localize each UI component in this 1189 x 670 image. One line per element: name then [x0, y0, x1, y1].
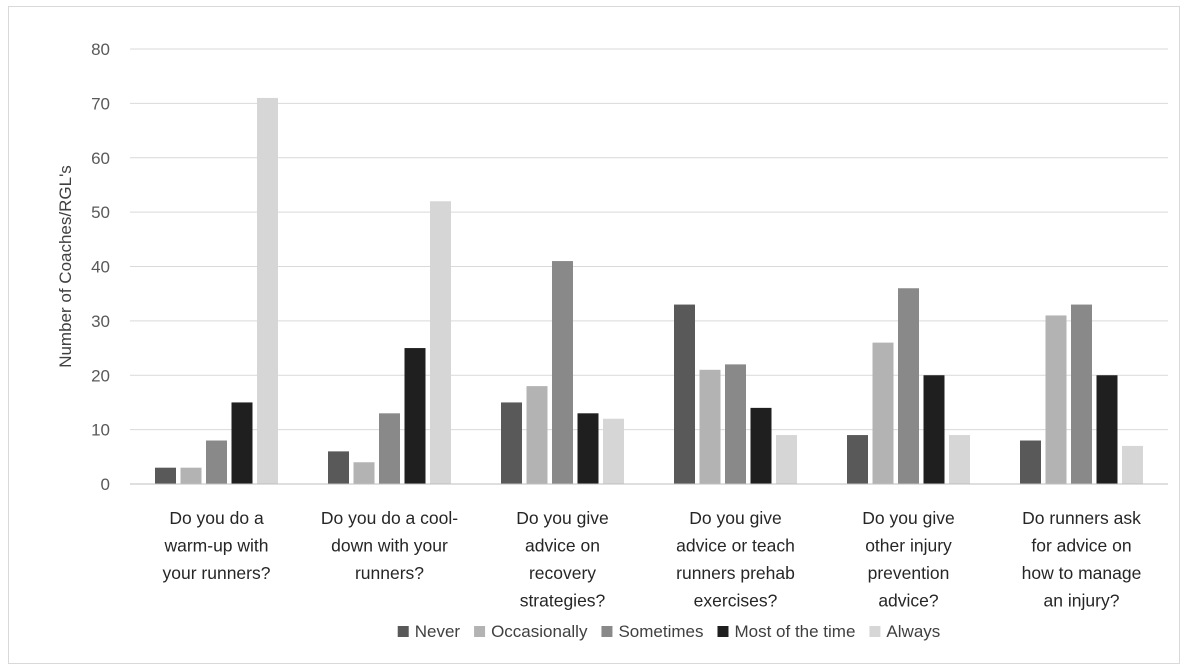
category-label-line: Do runners ask: [1022, 508, 1141, 528]
category-label-line: advice on: [525, 536, 600, 556]
category-label-line: how to manage: [1022, 563, 1142, 583]
category-label-line: Do you do a: [169, 508, 264, 528]
bar-sometimes-0: [206, 440, 227, 484]
chart-frame: [8, 6, 1180, 664]
category-label-line: runners?: [355, 563, 424, 583]
bar-occasionally-0: [180, 467, 202, 484]
bar-occasionally-3: [699, 369, 721, 484]
category-label-line: recovery: [529, 563, 596, 583]
legend-swatch-most-of-the-time: [717, 626, 729, 637]
category-labels: Do you do a warm-up with your runners?Do y…: [163, 508, 1142, 611]
legend-label-most-of-the-time: Most of the time: [734, 622, 855, 641]
category-label-line: Do you give: [862, 508, 954, 528]
legend-swatch-always: [869, 626, 881, 637]
bar-sometimes-5: [1071, 304, 1092, 484]
category-label-line: an injury?: [1044, 591, 1120, 611]
y-tick-label: 20: [91, 366, 110, 385]
category-label-line: advice or teach: [676, 536, 795, 556]
legend: Never Occasionally Sometimes Most of the ti…: [397, 622, 940, 641]
y-tick-label: 40: [91, 258, 110, 277]
legend-label-always: Always: [886, 622, 940, 641]
y-axis-ticks: 0 10 20 30 40 50 60 70 80: [91, 40, 110, 494]
category-label: Do runners ask for advice on how to manage…: [1022, 508, 1142, 611]
bar-always-4: [949, 435, 970, 484]
bar-most-of-the-time-5: [1096, 375, 1118, 484]
category-label-line: exercises?: [694, 591, 778, 611]
bar-always-5: [1122, 445, 1143, 484]
y-tick-label: 70: [91, 94, 110, 113]
legend-swatch-never: [397, 626, 409, 637]
bar-never-0: [155, 467, 176, 484]
category-label: Do you do a warm-up with your runners?: [163, 508, 271, 583]
y-tick-label: 10: [91, 421, 110, 440]
y-tick-label: 50: [91, 203, 110, 222]
y-tick-label: 30: [91, 312, 110, 331]
category-label-line: your runners?: [163, 563, 271, 583]
category-label: Do you give advice or teach runners prehab…: [676, 508, 795, 611]
category-label-line: other injury: [865, 536, 952, 556]
category-label-line: strategies?: [520, 591, 606, 611]
category-label-line: advice?: [878, 591, 939, 611]
bar-occasionally-2: [526, 386, 548, 484]
bar-never-2: [501, 402, 522, 484]
category-label-line: warm-up with: [163, 536, 268, 556]
category-label: Do you give other injury prevention advice?: [862, 508, 954, 611]
category-label-line: Do you do a cool-: [321, 508, 458, 528]
bar-never-1: [328, 451, 349, 484]
bar-never-3: [674, 304, 695, 484]
bar-most-of-the-time-4: [923, 375, 945, 484]
legend-swatch-occasionally: [474, 626, 486, 637]
bar-most-of-the-time-2: [577, 413, 599, 484]
category-label: Do you do a cool-down with your runners?: [321, 508, 458, 583]
bar-sometimes-2: [552, 261, 573, 484]
legend-label-occasionally: Occasionally: [491, 622, 588, 641]
y-tick-label: 0: [101, 475, 110, 494]
y-tick-label: 60: [91, 149, 110, 168]
bars: [155, 97, 1143, 484]
gridlines: [130, 48, 1168, 431]
y-axis-title: Number of Coaches/RGL's: [56, 165, 75, 368]
bar-sometimes-3: [725, 364, 746, 484]
bar-most-of-the-time-3: [750, 407, 772, 484]
y-tick-label: 80: [91, 40, 110, 59]
bar-sometimes-1: [379, 413, 400, 484]
bar-occasionally-4: [872, 342, 894, 484]
legend-label-never: Never: [415, 622, 461, 641]
category-label-line: Do you give: [516, 508, 608, 528]
bar-never-4: [847, 435, 868, 484]
bar-most-of-the-time-0: [231, 402, 253, 484]
category-label-line: for advice on: [1031, 536, 1131, 556]
bar-always-3: [776, 435, 797, 484]
bar-always-2: [603, 418, 624, 484]
bar-occasionally-5: [1045, 315, 1067, 484]
bar-most-of-the-time-1: [404, 348, 426, 484]
legend-label-sometimes: Sometimes: [618, 622, 703, 641]
bar-always-1: [430, 201, 451, 484]
category-label: Do you give advice on recovery strategies?: [516, 508, 608, 611]
bar-sometimes-4: [898, 288, 919, 484]
bar-occasionally-1: [353, 462, 375, 484]
category-label-line: Do you give: [689, 508, 781, 528]
category-label-line: down with your: [331, 536, 448, 556]
category-label-line: runners prehab: [676, 563, 795, 583]
bar-never-5: [1020, 440, 1041, 484]
bar-always-0: [257, 97, 278, 484]
legend-swatch-sometimes: [601, 626, 613, 637]
category-label-line: prevention: [868, 563, 950, 583]
